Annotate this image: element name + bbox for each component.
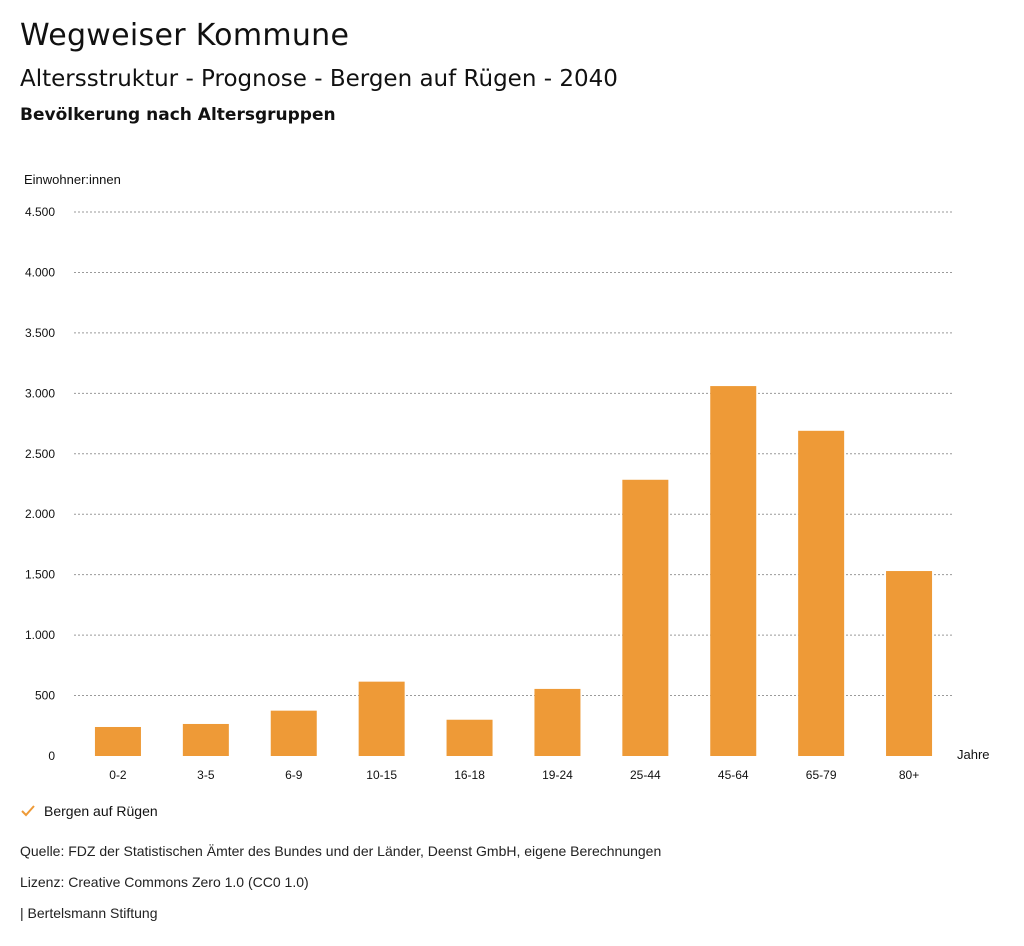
page-subtitle: Altersstruktur - Prognose - Bergen auf R… (20, 66, 618, 92)
x-tick-label: 45-64 (718, 768, 749, 782)
bar (886, 571, 933, 756)
x-tick-label: 3-5 (197, 768, 215, 782)
check-icon (21, 805, 35, 817)
y-tick-label: 2.000 (25, 507, 55, 521)
x-axis-label: Jahre (957, 747, 990, 762)
x-tick-label: 0-2 (109, 768, 127, 782)
y-tick-label: 0 (48, 749, 55, 763)
y-tick-label: 500 (35, 689, 55, 703)
bar (534, 688, 581, 756)
license-text: Lizenz: Creative Commons Zero 1.0 (CC0 1… (20, 874, 309, 890)
x-tick-label: 19-24 (542, 768, 573, 782)
x-tick-label: 25-44 (630, 768, 661, 782)
bar (270, 710, 317, 756)
y-tick-label: 3.000 (25, 386, 55, 400)
x-tick-label: 10-15 (366, 768, 397, 782)
section-title: Bevölkerung nach Altersgruppen (20, 105, 336, 125)
legend-item-bergen[interactable]: Bergen auf Rügen (20, 803, 158, 819)
page-title: Wegweiser Kommune (20, 18, 350, 53)
bar (622, 479, 669, 756)
bar (358, 681, 405, 756)
x-tick-label: 6-9 (285, 768, 303, 782)
y-axis-label: Einwohner:innen (24, 172, 121, 187)
bar (798, 430, 845, 756)
bar-chart: Einwohner:innen 0 500 1.000 1.500 2.000 2.500 3… (24, 172, 990, 782)
bar (710, 386, 757, 756)
y-tick-label: 3.500 (25, 326, 55, 340)
source-text: Quelle: FDZ der Statistischen Ämter des … (20, 843, 662, 859)
x-tick-label: 16-18 (454, 768, 485, 782)
x-tick-label: 65-79 (806, 768, 837, 782)
y-tick-label: 2.500 (25, 447, 55, 461)
y-tick-label: 1.500 (25, 568, 55, 582)
bar (446, 719, 493, 756)
x-tick-label: 80+ (899, 768, 919, 782)
y-tick-label: 4.500 (25, 205, 55, 219)
bar (182, 723, 229, 756)
y-tick-label: 1.000 (25, 628, 55, 642)
y-tick-label: 4.000 (25, 265, 55, 279)
credit-text: | Bertelsmann Stiftung (20, 905, 158, 921)
legend-label: Bergen auf Rügen (44, 803, 158, 819)
bar (94, 726, 141, 756)
